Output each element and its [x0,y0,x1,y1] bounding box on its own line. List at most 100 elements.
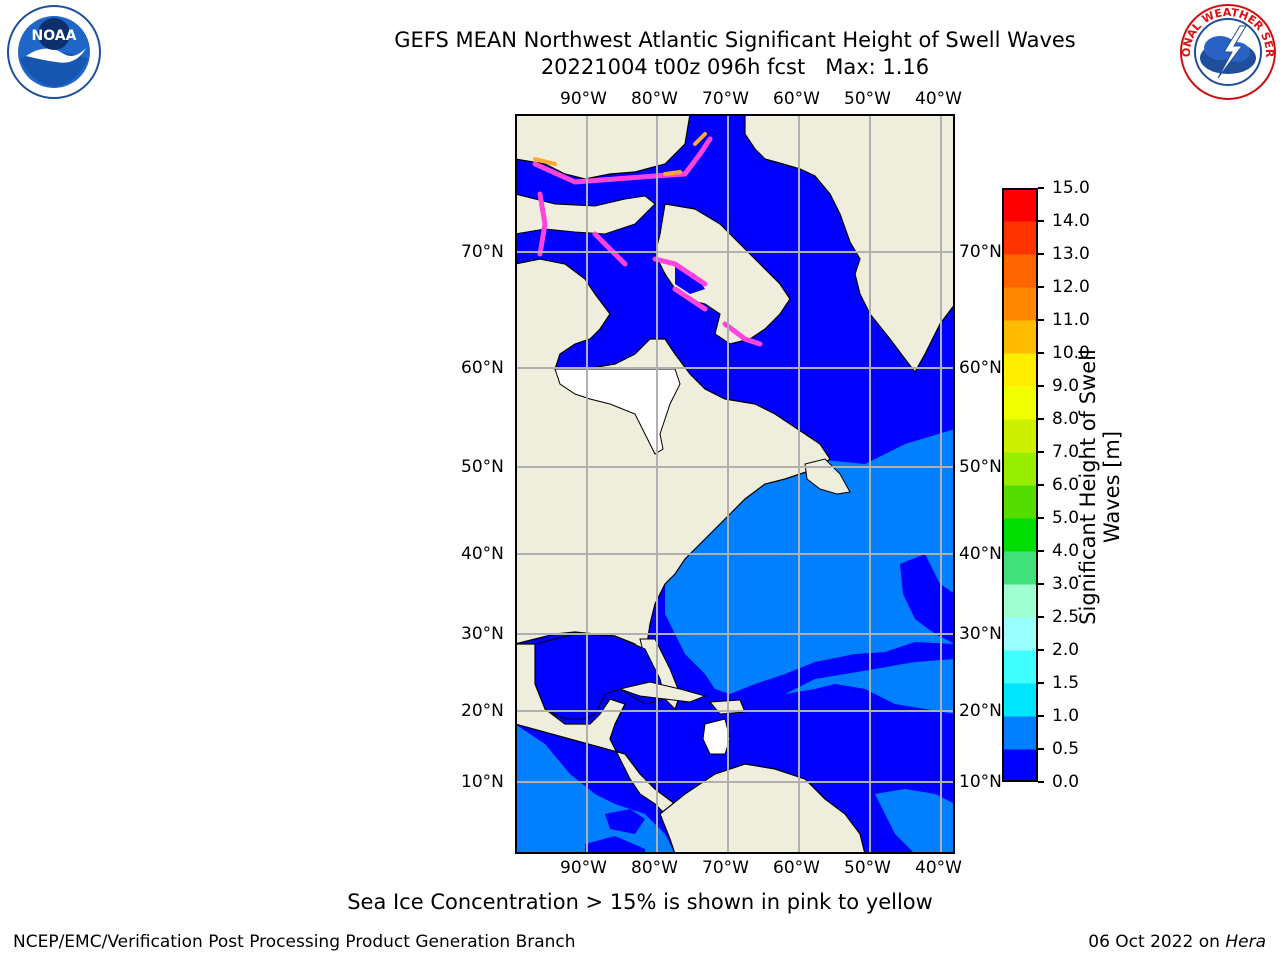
lat-label-left: 70°N [461,242,504,262]
chart-title: GEFS MEAN Northwest Atlantic Significant… [394,28,1076,52]
land-cuba [618,681,707,703]
colorbar-tick-mark [1038,286,1044,288]
grid-lines [515,114,955,854]
colorbar-tick-label: 1.5 [1052,673,1080,693]
colorbar-band [1002,749,1038,782]
lon-label-top: 40°W [915,89,962,109]
colorbar-tick-mark [1038,451,1044,453]
lon-label-bottom: 60°W [773,858,820,878]
lon-label-top: 50°W [844,89,891,109]
pacific-low-pocket [585,836,645,854]
colorbar-tick-mark [1038,352,1044,354]
land-baffin [654,203,791,345]
colorbar-tick-mark [1038,682,1044,684]
colorbar-tick-mark [1038,220,1044,222]
colorbar-tick-label: 14.0 [1052,211,1090,231]
colorbar-tick-mark [1038,187,1044,189]
footer-date-text: 06 Oct 2022 on [1088,932,1226,952]
lat-label-right: 70°N [959,242,1002,262]
colorbar-label: Significant Height of Swell Waves [m] [1076,349,1124,625]
swell-mid-east-tropics [875,789,955,854]
colorbar-tick-mark [1038,649,1044,651]
lat-label-left: 20°N [461,701,504,721]
colorbar-band [1002,254,1038,288]
lat-label-right: 30°N [959,624,1002,644]
chart-subtitle: 20221004 t00z 096h fcst Max: 1.16 [540,55,930,79]
nws-logo-icon: NATIONAL WEATHER SERVICE [1173,0,1278,102]
lon-label-top: 60°W [773,89,820,109]
colorbar-tick-label: 5.0 [1052,508,1080,528]
colorbar-tick-label: 0.5 [1052,739,1080,759]
noaa-logo-icon: NOAA [6,4,102,100]
colorbar-band [1002,221,1038,255]
colorbar-band [1002,386,1038,420]
lon-label-top: 70°W [702,89,749,109]
colorbar-band [1002,188,1038,222]
colorbar-band [1002,584,1038,618]
lon-label-top: 80°W [631,89,678,109]
land-arctic-island [515,193,656,235]
lon-label-bottom: 90°W [560,858,607,878]
colorbar-tick-mark [1038,253,1044,255]
colorbar-tick-label: 2.0 [1052,640,1080,660]
lat-label-left: 60°N [461,358,504,378]
land-south-america [659,763,866,854]
noaa-logo-text: NOAA [32,28,77,44]
lon-label-bottom: 70°W [702,858,749,878]
colorbar-band [1002,419,1038,453]
colorbar [1002,188,1038,782]
footer-date: 06 Oct 2022 on Hera [1088,932,1266,952]
colorbar-band [1002,485,1038,519]
colorbar-tick-mark [1038,385,1044,387]
colorbar-tick-label: 8.0 [1052,409,1080,429]
map-panel [515,114,955,854]
lon-label-top: 90°W [560,89,607,109]
colorbar-band [1002,452,1038,486]
colorbar-tick-mark [1038,781,1044,783]
colorbar-tick-mark [1038,748,1044,750]
lat-label-left: 50°N [461,457,504,477]
colorbar-band [1002,353,1038,387]
yucatan-nodata [702,718,731,755]
lat-label-right: 20°N [959,701,1002,721]
lon-label-bottom: 80°W [631,858,678,878]
colorbar-tick-mark [1038,319,1044,321]
colorbar-tick-mark [1038,418,1044,420]
pacific-low-pocket [605,809,645,834]
colorbar-tick-label: 0.0 [1052,772,1080,792]
sea-ice-high [533,132,707,176]
colorbar-tick-label: 11.0 [1052,310,1090,330]
colorbar-tick-mark [1038,517,1044,519]
colorbar-band [1002,650,1038,684]
colorbar-tick-label: 4.0 [1052,541,1080,561]
colorbar-tick-label: 12.0 [1052,277,1090,297]
footer-machine: Hera [1225,932,1266,952]
colorbar-band [1002,617,1038,651]
map-frame [515,114,955,854]
footer-organization: NCEP/EMC/Verification Post Processing Pr… [13,932,576,952]
colorbar-tick-label: 7.0 [1052,442,1080,462]
colorbar-tick-label: 13.0 [1052,244,1090,264]
colorbar-tick-mark [1038,484,1044,486]
lon-label-bottom: 50°W [844,858,891,878]
sea-ice-note: Sea Ice Concentration > 15% is shown in … [347,890,933,914]
land-greenland [744,114,955,374]
colorbar-tick-mark [1038,715,1044,717]
colorbar-band [1002,551,1038,585]
lat-label-right: 60°N [959,358,1002,378]
colorbar-band [1002,518,1038,552]
lat-label-right: 50°N [959,457,1002,477]
colorbar-band [1002,287,1038,321]
colorbar-band [1002,683,1038,717]
colorbar-tick-label: 9.0 [1052,376,1080,396]
colorbar-tick-mark [1038,583,1044,585]
colorbar-band [1002,320,1038,354]
colorbar-tick-label: 15.0 [1052,178,1090,198]
colorbar-tick-label: 2.5 [1052,607,1080,627]
colorbar-tick-mark [1038,550,1044,552]
lat-label-left: 30°N [461,624,504,644]
lat-label-right: 40°N [959,544,1002,564]
lat-label-left: 10°N [461,772,504,792]
lat-label-right: 10°N [959,772,1002,792]
colorbar-tick-label: 6.0 [1052,475,1080,495]
